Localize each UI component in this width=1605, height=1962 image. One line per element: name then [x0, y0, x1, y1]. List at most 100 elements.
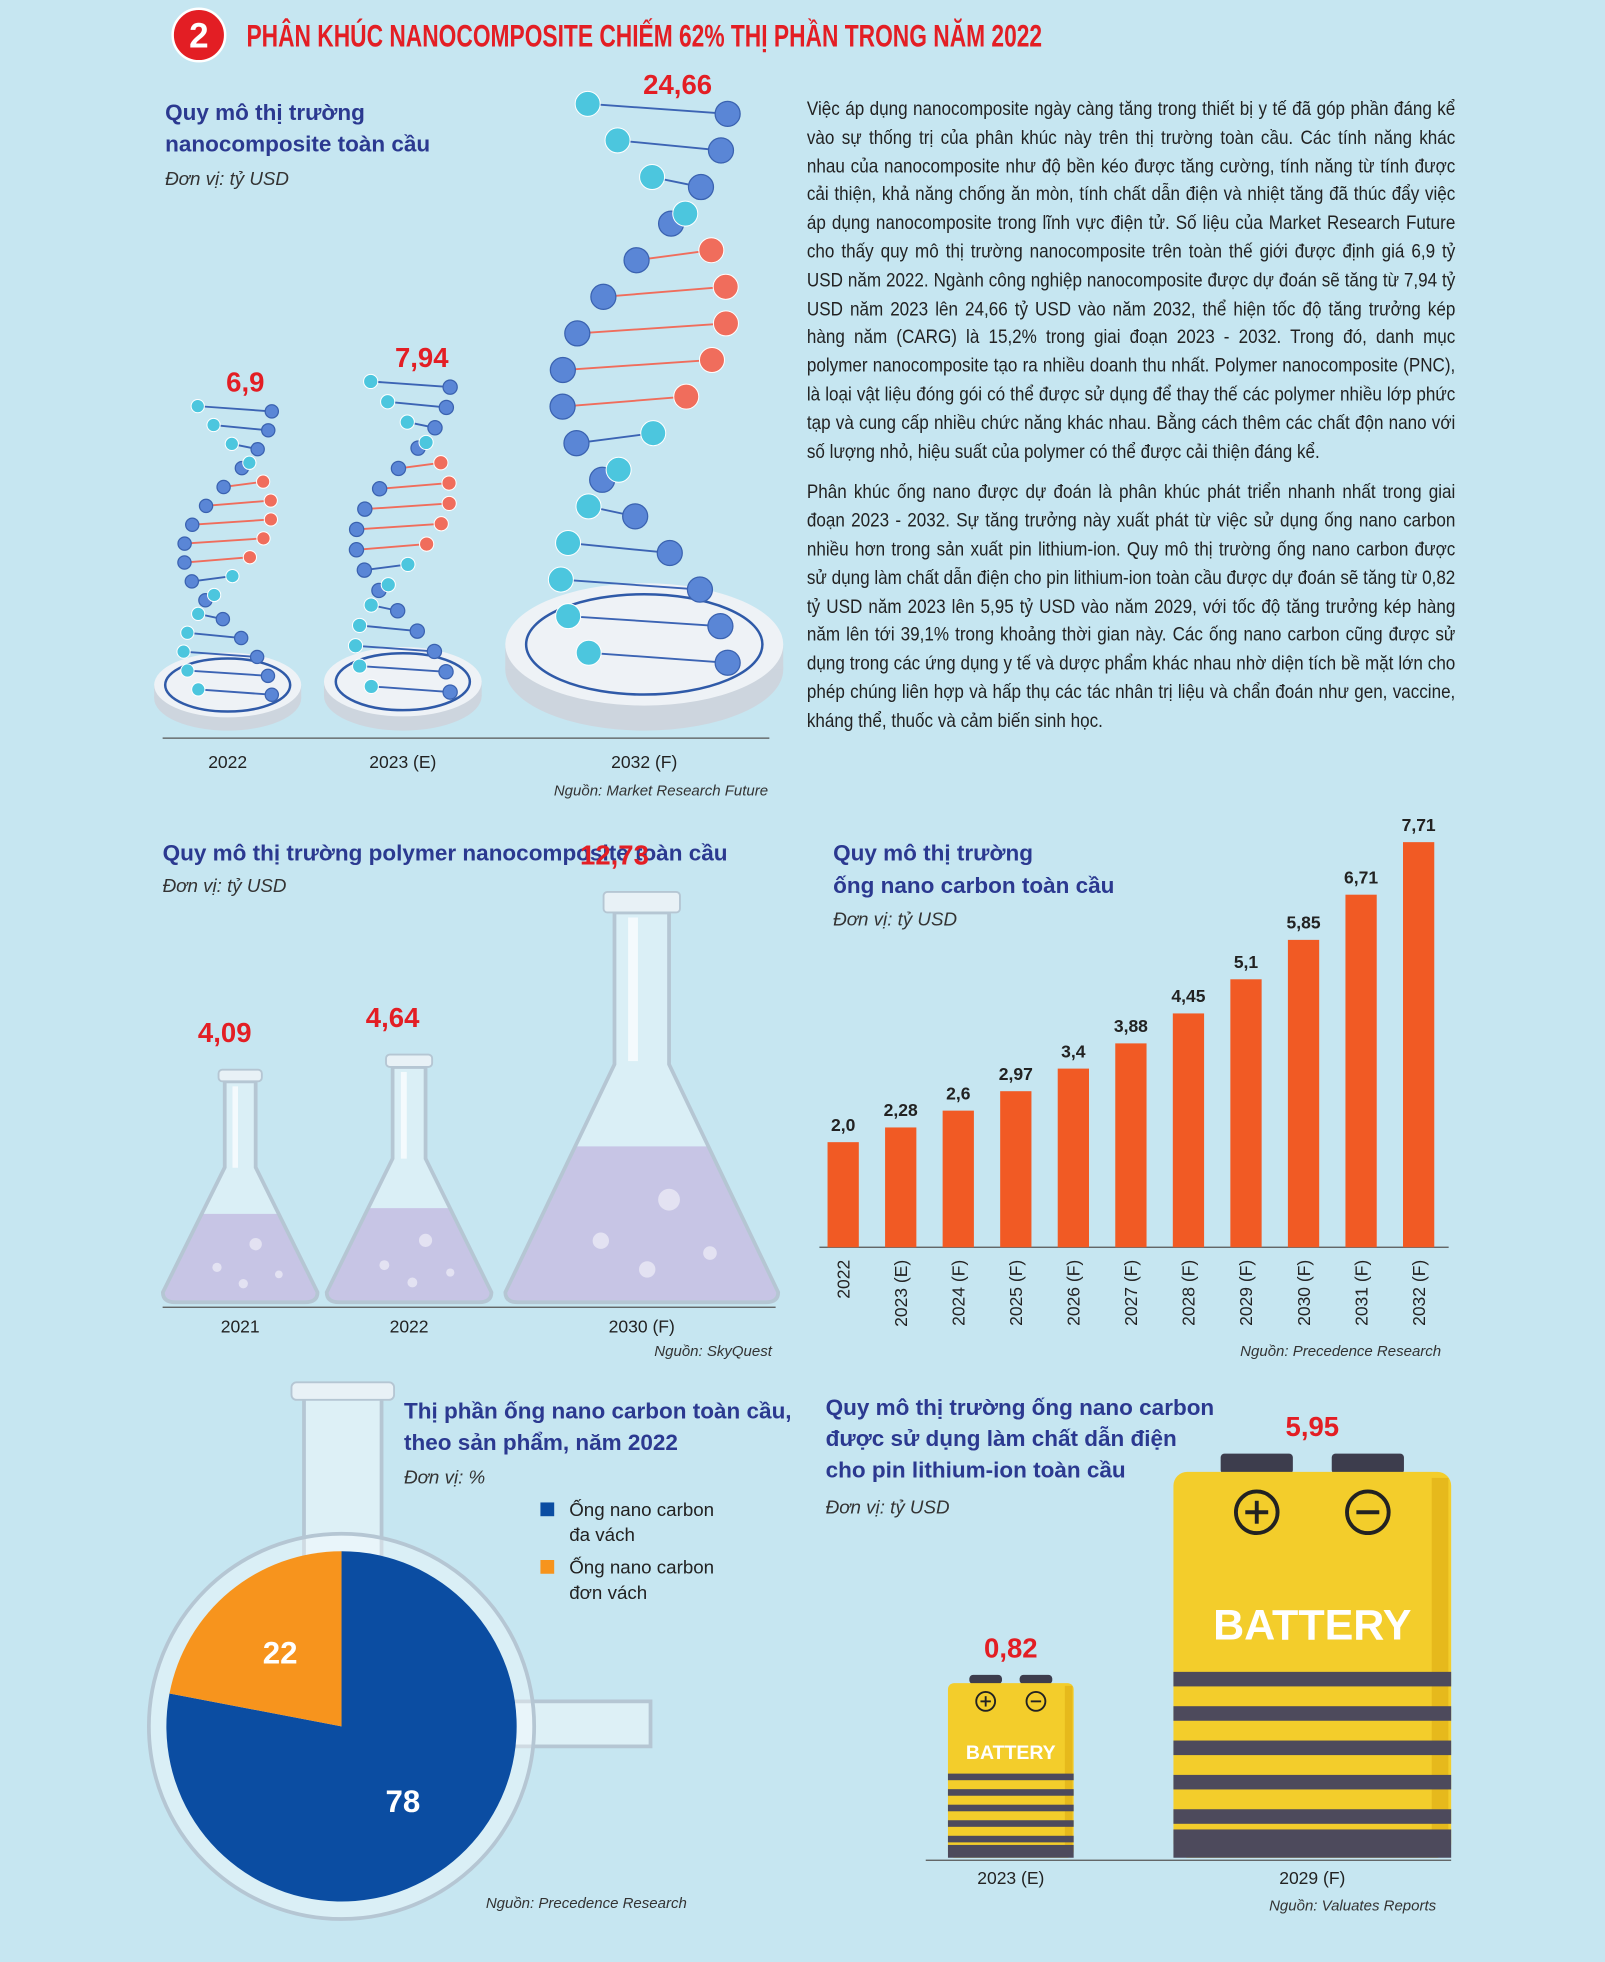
battery-stripe — [947, 1804, 1074, 1812]
bubble — [407, 1277, 418, 1288]
chart-source: Nguồn: SkyQuest — [654, 1343, 772, 1360]
chart-title: Quy mô thị trường — [165, 100, 365, 125]
dna-bead — [363, 373, 379, 390]
bar — [1057, 1068, 1089, 1248]
dna-bead — [249, 649, 265, 665]
battery-terminal — [969, 1674, 1003, 1684]
bar — [1115, 1043, 1147, 1248]
dna-bead — [206, 417, 221, 433]
battery-stripe — [947, 1789, 1074, 1796]
x-tick-label: 2030 (F) — [1294, 1260, 1314, 1326]
dna-bead — [261, 423, 276, 438]
chart-unit: Đơn vị: tỷ USD — [163, 875, 287, 896]
dna-bead — [191, 606, 206, 621]
dna-bead — [225, 568, 240, 584]
dna-model — [323, 373, 482, 731]
flask-rim — [290, 1381, 396, 1401]
dna-bead — [575, 639, 602, 666]
value-label: 5,1 — [1234, 952, 1259, 972]
dna-bead — [180, 625, 195, 640]
battery-stripe — [1173, 1706, 1452, 1721]
dna-bead — [427, 420, 443, 436]
battery-sign — [975, 1691, 997, 1712]
value-label: 2,97 — [999, 1064, 1033, 1084]
x-tick-label: 2031 (F) — [1351, 1260, 1371, 1326]
x-tick-label: 2024 (F) — [949, 1260, 969, 1326]
dna-rung — [183, 650, 258, 658]
bubble — [658, 1188, 680, 1211]
article: Việc áp dụng nanocomposite ngày càng tăn… — [807, 96, 1455, 748]
dna-bead — [555, 603, 582, 630]
flask-glass — [160, 1079, 320, 1305]
dna-bead — [590, 283, 617, 310]
dna-bead — [433, 516, 449, 532]
dna-rung — [562, 359, 713, 371]
dna-bead — [639, 164, 666, 191]
value-label: 7,94 — [395, 342, 449, 373]
dna-rung — [359, 665, 447, 673]
battery-stripe — [947, 1820, 1074, 1827]
dna-bead — [442, 379, 458, 395]
value-label: 5,95 — [1286, 1411, 1340, 1442]
pie-slice — [169, 1551, 342, 1727]
flask-glass — [324, 1065, 494, 1305]
value-label: 4,45 — [1171, 986, 1205, 1006]
x-tick-label: 2022 — [833, 1260, 853, 1299]
dna-bead — [260, 668, 276, 684]
flask-liquid — [162, 1213, 318, 1303]
x-tick-label: 2029 (F) — [1279, 1868, 1345, 1888]
value-label: 7,71 — [1402, 815, 1436, 835]
bubble — [446, 1268, 455, 1277]
flask-shine — [628, 917, 638, 1062]
x-tick-label: 2025 (F) — [1006, 1260, 1026, 1326]
dna-bead — [707, 137, 735, 164]
dna-bead — [357, 501, 373, 517]
x-tick-label: 2028 (F) — [1179, 1260, 1199, 1326]
dna-bead — [242, 550, 258, 565]
battery-terminal — [1331, 1453, 1404, 1474]
dna-rung — [379, 482, 450, 490]
battery-terminal — [1220, 1453, 1293, 1474]
x-tick-label: 2032 (F) — [1409, 1260, 1429, 1326]
dna-bead — [177, 555, 192, 570]
paragraph: Phân khúc ống nano được dự đoán là phân … — [806, 482, 1456, 732]
x-tick-label: 2026 (F) — [1064, 1260, 1084, 1326]
dna-bead — [419, 536, 435, 552]
dna-bead — [371, 481, 388, 497]
dna-rung — [197, 405, 272, 413]
dna-bead — [712, 310, 739, 337]
dna-rung — [187, 669, 269, 677]
bar — [1000, 1091, 1032, 1248]
flask-shine — [232, 1086, 239, 1168]
value-label: 4,09 — [198, 1017, 252, 1048]
battery-body — [947, 1683, 1074, 1858]
dna-rung — [370, 380, 451, 389]
value-label: 4,64 — [366, 1002, 420, 1033]
chart-title: Quy mô thị trường — [833, 841, 1033, 866]
dna-bead — [380, 577, 396, 593]
dna-bead — [256, 531, 271, 546]
bar — [1345, 894, 1377, 1248]
bar — [827, 1142, 859, 1248]
dna-rung — [617, 139, 722, 152]
flask-rim — [217, 1068, 263, 1083]
dna-rung — [359, 624, 418, 633]
pedestal — [334, 651, 472, 712]
dna-bead — [185, 517, 200, 532]
dna-bead — [347, 638, 364, 654]
pedestal — [505, 583, 784, 706]
number-badge — [171, 7, 227, 63]
bubble — [379, 1260, 390, 1271]
chart-unit: Đơn vị: tỷ USD — [165, 168, 289, 189]
dna-bead — [433, 455, 449, 471]
bubble — [249, 1237, 262, 1251]
dna-bead — [177, 536, 192, 551]
dna-bead — [224, 436, 239, 452]
dna-bead — [438, 399, 455, 416]
dna-bead — [698, 346, 725, 374]
value-label: 3,88 — [1114, 1016, 1148, 1036]
dna-rung — [192, 518, 271, 526]
legend-swatch — [540, 1559, 555, 1574]
dna-bead — [216, 479, 231, 495]
dna-rung — [562, 395, 687, 408]
